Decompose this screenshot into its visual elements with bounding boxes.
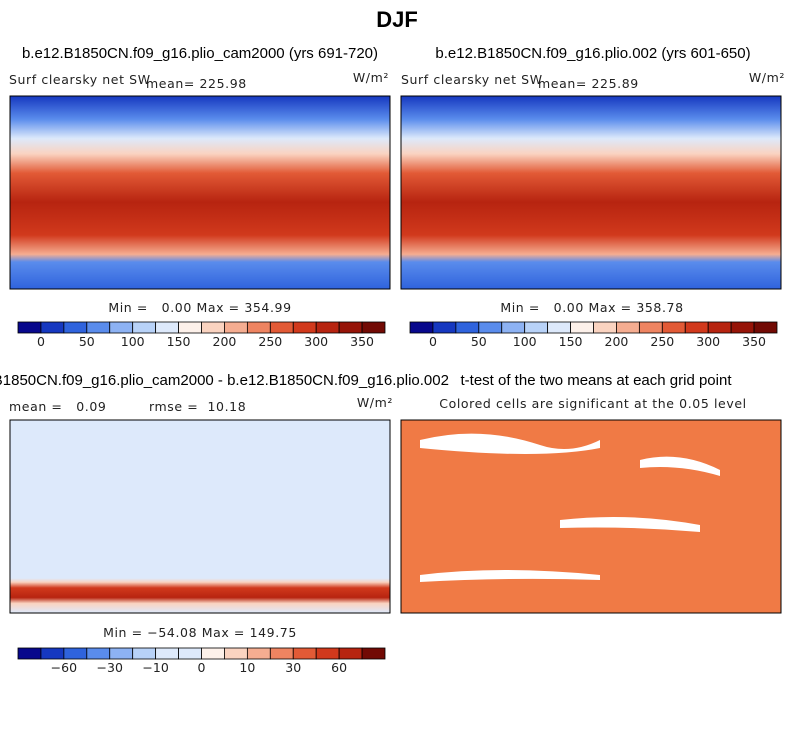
stats-label: Min = −54.08 Max = 149.75 — [103, 625, 297, 640]
stats-label: Min = 0.00 Max = 354.99 — [108, 300, 291, 315]
colorbar-label: 0 — [429, 334, 437, 349]
colorbar-swatch — [132, 647, 157, 660]
variable-label: Surf clearsky net SW — [9, 72, 151, 87]
rmse-label: rmse = 10.18 — [149, 399, 246, 414]
colorbar-swatch — [524, 321, 549, 334]
colorbar-swatch — [155, 647, 179, 660]
colorbar-swatch — [201, 321, 225, 334]
colorbar-swatch — [593, 321, 617, 334]
figure-title: DJF — [376, 7, 418, 32]
colorbar-swatch — [315, 647, 340, 660]
colorbar-label: 0 — [37, 334, 45, 349]
colorbar-label: 150 — [559, 334, 583, 349]
colorbar-label: 200 — [605, 334, 629, 349]
colorbar-swatch — [616, 321, 640, 334]
colorbar-swatch — [269, 647, 294, 660]
colorbar-swatch — [132, 321, 157, 334]
panel-title: b.e12.B1850CN.f09_g16.plio.002 (yrs 601-… — [435, 45, 750, 62]
colorbar-label: 0 — [198, 660, 206, 675]
colorbar-label: 10 — [239, 660, 255, 675]
colorbar-label: 150 — [167, 334, 191, 349]
colorbar-swatch — [17, 647, 42, 660]
mean-label: mean= 225.89 — [538, 76, 639, 91]
colorbar-swatch — [86, 321, 111, 334]
colorbar-swatch — [547, 321, 571, 334]
units-label: W/m² — [357, 395, 393, 410]
units-label: W/m² — [353, 70, 389, 85]
colorbar-swatch — [155, 321, 179, 334]
colorbar-swatch — [315, 321, 340, 334]
colorbar-swatch — [570, 321, 594, 334]
panel-subtitle: Colored cells are significant at the 0.0… — [439, 396, 746, 411]
colorbar-swatch — [246, 647, 271, 660]
variable-label: Surf clearsky net SW — [401, 72, 543, 87]
colorbar-label: 30 — [285, 660, 301, 675]
colorbar-label: −60 — [51, 660, 77, 675]
panel-title: t-test of the two means at each grid poi… — [461, 372, 733, 389]
colorbar-swatch — [707, 321, 732, 334]
colorbar-swatch — [40, 647, 65, 660]
colorbar-swatch — [178, 647, 202, 660]
map — [400, 95, 782, 290]
colorbar-swatch — [17, 321, 42, 334]
colorbar-swatch — [661, 321, 686, 334]
units-label: W/m² — [749, 70, 785, 85]
map — [9, 95, 391, 290]
colorbar-swatch — [361, 647, 386, 660]
colorbar-swatch — [338, 647, 363, 660]
panel-title: b.e12.B1850CN.f09_g16.plio_cam2000 - b.e… — [0, 372, 449, 389]
map — [400, 419, 782, 614]
colorbar-swatch — [269, 321, 294, 334]
colorbar-label: −30 — [97, 660, 123, 675]
colorbar-swatch — [178, 321, 202, 334]
colorbar-swatch — [361, 321, 386, 334]
colorbar-swatch — [63, 321, 88, 334]
panel-title: b.e12.B1850CN.f09_g16.plio_cam2000 (yrs … — [22, 45, 378, 62]
colorbar-swatch — [63, 647, 88, 660]
colorbar-label: 250 — [258, 334, 282, 349]
colorbar-swatch — [730, 321, 755, 334]
colorbar-label: 200 — [213, 334, 237, 349]
colorbar-swatch — [432, 321, 457, 334]
colorbar-label: 50 — [79, 334, 95, 349]
colorbar-swatch — [684, 321, 709, 334]
colorbar-label: 60 — [331, 660, 347, 675]
colorbar-label: 50 — [471, 334, 487, 349]
colorbar-swatch — [40, 321, 65, 334]
colorbar-label: 100 — [513, 334, 537, 349]
colorbar-swatch — [224, 647, 248, 660]
colorbar-label: 300 — [696, 334, 720, 349]
colorbar-swatch — [478, 321, 503, 334]
colorbar-swatch — [292, 321, 317, 334]
colorbar-swatch — [224, 321, 248, 334]
colorbar-swatch — [86, 647, 111, 660]
mean-label: mean= 225.98 — [146, 76, 247, 91]
colorbar-label: 300 — [304, 334, 328, 349]
stats-label: Min = 0.00 Max = 358.78 — [500, 300, 683, 315]
colorbar-swatch — [109, 321, 134, 334]
colorbar-swatch — [201, 647, 225, 660]
colorbar-label: 100 — [121, 334, 145, 349]
colorbar-swatch — [409, 321, 434, 334]
colorbar-label: −10 — [142, 660, 168, 675]
colorbar-label: 350 — [350, 334, 374, 349]
colorbar-swatch — [753, 321, 778, 334]
colorbar-swatch — [338, 321, 363, 334]
colorbar-label: 250 — [650, 334, 674, 349]
colorbar-swatch — [455, 321, 480, 334]
colorbar-swatch — [292, 647, 317, 660]
insignificant-cells — [420, 433, 720, 582]
colorbar-swatch — [501, 321, 526, 334]
mean-label: mean = 0.09 — [9, 399, 106, 414]
colorbar-swatch — [109, 647, 134, 660]
colorbar-swatch — [246, 321, 271, 334]
colorbar-swatch — [638, 321, 663, 334]
colorbar-label: 350 — [742, 334, 766, 349]
map — [9, 419, 391, 614]
